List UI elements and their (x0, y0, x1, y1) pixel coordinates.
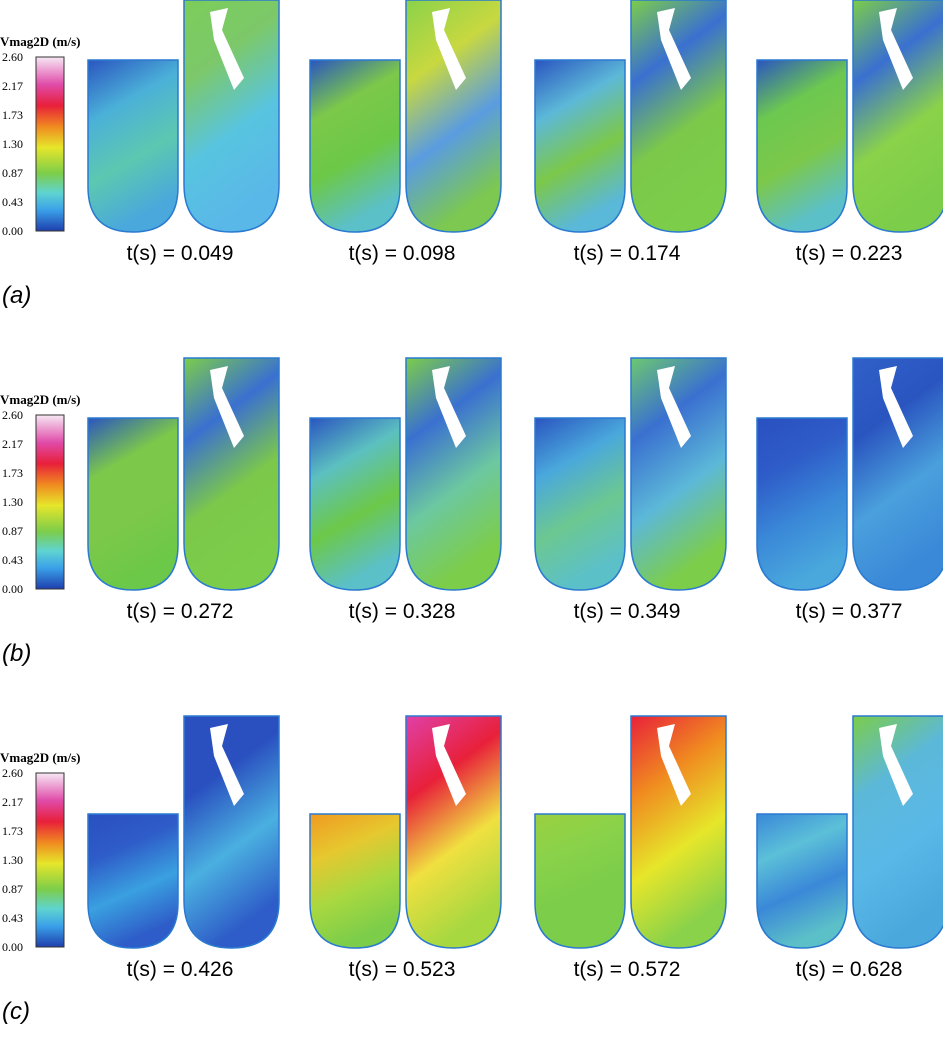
time-label: t(s) = 0.174 (574, 242, 681, 265)
chamber (405, 357, 502, 591)
colorbar-tick: 0.87 (2, 524, 23, 538)
chamber (630, 0, 727, 233)
colorbar-tick: 0.87 (2, 882, 23, 896)
time-label: t(s) = 0.328 (349, 600, 456, 623)
colorbar-tick: 2.60 (2, 766, 23, 780)
colorbar (35, 56, 65, 232)
chamber (756, 59, 848, 233)
colorbar-tick: 2.60 (2, 408, 23, 422)
time-label: t(s) = 0.377 (796, 600, 903, 623)
colorbar-tick: 0.87 (2, 166, 23, 180)
leaflet (432, 724, 466, 806)
leaflet (657, 366, 691, 448)
leaflet (879, 8, 913, 90)
colorbar-tick: 2.60 (2, 50, 23, 64)
time-label: t(s) = 0.628 (796, 958, 903, 981)
chamber (183, 0, 280, 233)
colorbar-tick: 2.17 (2, 437, 23, 451)
leaflet (879, 724, 913, 806)
row: Vmag2D (m/s)2.60 2.17 1.73 1.30 0.87 0.43 0.00… (0, 0, 943, 309)
colorbar-tick: 1.30 (2, 137, 23, 151)
chamber (87, 417, 179, 591)
chamber (534, 59, 626, 233)
colorbar-title: Vmag2D (m/s) (0, 750, 81, 765)
colorbar-tick: 0.43 (2, 195, 23, 209)
colorbar-tick: 1.30 (2, 495, 23, 509)
time-label: t(s) = 0.223 (796, 242, 903, 265)
time-label: t(s) = 0.523 (349, 958, 456, 981)
panel-label: (a) (2, 282, 31, 309)
colorbar-tick: 0.00 (2, 940, 23, 954)
colorbar-title: Vmag2D (m/s) (0, 34, 81, 49)
leaflet (210, 366, 244, 448)
time-label: t(s) = 0.349 (574, 600, 681, 623)
leaflet (432, 8, 466, 90)
colorbar-tick: 0.00 (2, 224, 23, 238)
colorbar (35, 772, 65, 948)
chamber (309, 59, 401, 233)
colorbar-tick: 2.17 (2, 79, 23, 93)
row: Vmag2D (m/s)2.60 2.17 1.73 1.30 0.87 0.43 0.00… (0, 715, 943, 1025)
leaflet (432, 366, 466, 448)
leaflet (657, 8, 691, 90)
colorbar-tick: 1.73 (2, 108, 23, 122)
chamber (852, 357, 943, 591)
colorbar-title: Vmag2D (m/s) (0, 392, 81, 407)
chamber (852, 715, 943, 949)
chamber (183, 715, 280, 949)
row: Vmag2D (m/s)2.60 2.17 1.73 1.30 0.87 0.43 0.00… (0, 357, 943, 667)
chamber (405, 715, 502, 949)
chamber (630, 715, 727, 949)
colorbar-tick: 2.17 (2, 795, 23, 809)
chamber (309, 813, 401, 949)
chamber (309, 417, 401, 591)
time-label: t(s) = 0.272 (127, 600, 234, 623)
time-label: t(s) = 0.572 (574, 958, 681, 981)
colorbar-tick: 0.00 (2, 582, 23, 596)
time-label: t(s) = 0.426 (127, 958, 234, 981)
chamber (756, 813, 848, 949)
colorbar-tick: 0.43 (2, 553, 23, 567)
colorbar-tick: 0.43 (2, 911, 23, 925)
leaflet (210, 8, 244, 90)
panel-label: (b) (2, 640, 31, 667)
chamber (756, 417, 848, 591)
chamber (183, 357, 280, 591)
chamber (852, 0, 943, 233)
chamber (87, 59, 179, 233)
chamber (534, 417, 626, 591)
chamber (534, 813, 626, 949)
leaflet (210, 724, 244, 806)
colorbar-tick: 1.30 (2, 853, 23, 867)
chamber (405, 0, 502, 233)
colorbar-tick: 1.73 (2, 824, 23, 838)
time-label: t(s) = 0.049 (127, 242, 234, 265)
chamber (630, 357, 727, 591)
leaflet (879, 366, 913, 448)
colorbar (35, 414, 65, 590)
chamber (87, 813, 179, 949)
panel-label: (c) (2, 998, 30, 1025)
leaflet (657, 724, 691, 806)
colorbar-tick: 1.73 (2, 466, 23, 480)
time-label: t(s) = 0.098 (349, 242, 456, 265)
